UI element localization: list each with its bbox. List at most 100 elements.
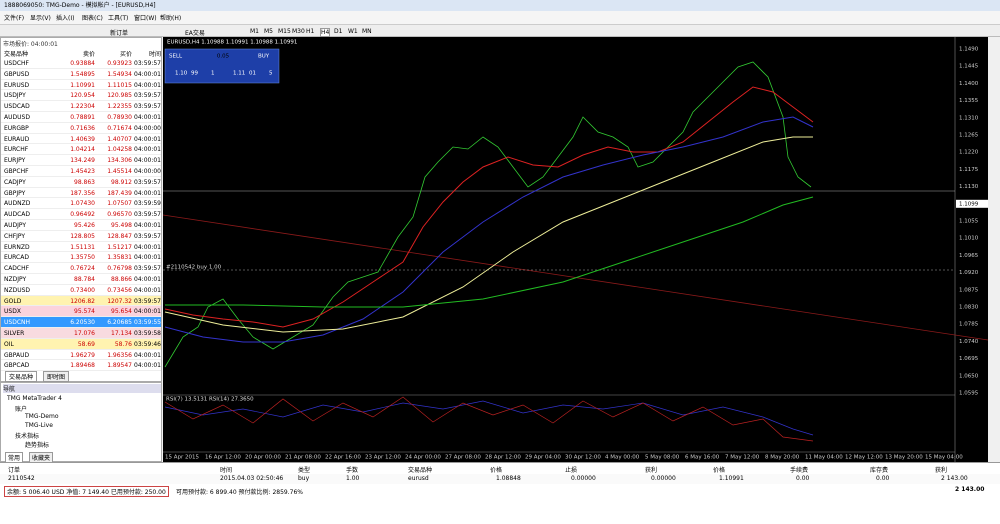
quote-row[interactable]: USDCHF 0.93884 0.93923 03:59:57 [1, 58, 161, 69]
timeframe-button[interactable]: M5 [264, 28, 273, 35]
quote-row[interactable]: NZDJPY 88.784 88.866 04:00:01 [1, 274, 161, 285]
quote-cell: 58.69 [77, 340, 95, 348]
timeframe-button[interactable]: M15 [278, 28, 291, 35]
quote-cell: 04:00:01 [134, 135, 161, 143]
quote-cell: 1.10991 [70, 81, 95, 89]
quote-row[interactable]: GBPJPY 187.356 187.439 04:00:01 [1, 187, 161, 199]
quote-cell: USDJPY [4, 92, 26, 100]
quote-cell: USDCAD [4, 103, 30, 111]
quote-cell: 1206.82 [70, 297, 95, 305]
quote-row[interactable]: AUDUSD 0.78891 0.78930 04:00:01 [1, 112, 161, 123]
quote-row[interactable]: SILVER 17.076 17.134 03:59:58 [1, 328, 161, 339]
menu-item[interactable]: 工具(T) [108, 15, 129, 22]
quote-row[interactable]: GBPCAD 1.89468 1.89547 04:00:01 [1, 360, 161, 372]
time-label: 16 Apr 12:00 [205, 455, 241, 461]
sell-price: 1.10 [175, 71, 188, 77]
timeframe-button[interactable]: D1 [334, 28, 343, 35]
quote-row[interactable]: EURJPY 134.249 134.306 04:00:01 [1, 155, 161, 166]
timeframe-button[interactable]: W1 [348, 28, 358, 35]
panel-tab[interactable]: 即时图 [43, 371, 70, 382]
menu-item[interactable]: 显示(V) [30, 15, 51, 22]
quote-row[interactable]: GBPUSD 1.54895 1.54934 04:00:01 [1, 68, 161, 80]
time-label: 21 Apr 08:00 [285, 455, 321, 461]
quote-row[interactable]: USDCNH 6.20530 6.20685 03:59:55 [1, 317, 161, 328]
quote-row[interactable]: CADCHF 0.76724 0.76798 03:59:57 [1, 263, 161, 274]
expert-button[interactable]: EA交易 [185, 30, 205, 37]
quote-row[interactable]: GOLD 1206.82 1207.32 03:59:57 [1, 295, 161, 307]
quote-cell: 1.22355 [107, 103, 132, 111]
column-header: 止损 [565, 467, 578, 474]
timeframe-button[interactable]: H1 [306, 28, 315, 35]
menu-item[interactable]: 文件(F) [4, 15, 25, 22]
buy-button[interactable]: BUY [258, 54, 270, 60]
quote-cell: 04:00:01 [134, 157, 161, 165]
time-label: 7 May 12:00 [725, 455, 760, 461]
sell-button[interactable]: SELL [169, 54, 183, 60]
quote-row[interactable]: CHFJPY 128.805 128.847 03:59:57 [1, 230, 161, 242]
quote-row[interactable]: USDJPY 120.954 120.985 03:59:57 [1, 90, 161, 102]
tree-item[interactable]: 账户 [15, 406, 28, 413]
price-label: 1.1099 [959, 201, 979, 207]
panel-tab[interactable]: 交易品种 [5, 371, 38, 382]
quote-row[interactable]: EURUSD 1.10991 1.11015 04:00:01 [1, 79, 161, 91]
column-header: 卖价 [82, 51, 95, 58]
tree-item[interactable]: TMG-Demo [25, 413, 59, 420]
new-order-button[interactable]: 新订单 [110, 30, 129, 37]
order-cell: 2110542 [8, 475, 35, 482]
quote-cell: NZDUSD [4, 286, 31, 294]
time-label: 15 May 04:00 [925, 455, 963, 461]
quote-row[interactable]: NZDUSD 0.73400 0.73456 04:00:01 [1, 284, 161, 296]
order-cell: 2 143.00 [941, 475, 968, 482]
quote-row[interactable]: EURAUD 1.40639 1.40707 04:00:01 [1, 133, 161, 145]
quote-cell: 17.076 [74, 330, 95, 337]
quote-row[interactable]: AUDCAD 0.96492 0.96570 03:59:57 [1, 209, 161, 220]
quote-cell: 1.45423 [70, 168, 95, 175]
quote-cell: 128.805 [70, 232, 95, 240]
quote-cell: 6.20685 [107, 319, 132, 327]
quote-row[interactable]: EURCHF 1.04214 1.04258 04:00:01 [1, 144, 161, 156]
quote-cell: 03:59:57 [134, 92, 161, 100]
quote-cell: EURNZD [4, 243, 30, 251]
quote-cell: 04:00:01 [134, 81, 161, 89]
price-label: 1.1445 [959, 64, 979, 70]
time-label: 30 Apr 12:00 [565, 455, 601, 461]
menu-item[interactable]: 窗口(W) [134, 15, 157, 22]
order-cell: 0.00000 [571, 475, 596, 482]
quote-row[interactable]: GBPCHF 1.45423 1.45514 04:00:00 [1, 166, 161, 177]
quote-cell: 1.45514 [107, 168, 132, 175]
tree-item[interactable]: 技术指标 [15, 433, 40, 440]
quote-cell: GBPCHF [4, 168, 29, 175]
tree-item[interactable]: TMG-Live [25, 422, 53, 429]
menu-item[interactable]: 插入(I) [56, 15, 75, 22]
timeframe-button[interactable]: M30 [292, 28, 305, 35]
tree-item[interactable]: 趋势指标 [25, 442, 50, 449]
quote-row[interactable]: USDX 95.574 95.654 04:00:01 [1, 306, 161, 318]
menu-item[interactable]: 帮助(H) [160, 15, 182, 22]
quote-row[interactable]: AUDNZD 1.07430 1.07507 03:59:59 [1, 198, 161, 210]
quote-cell: 03:59:46 [134, 340, 161, 348]
quote-row[interactable]: USDCAD 1.22304 1.22355 03:59:57 [1, 101, 161, 112]
quote-row[interactable]: CADJPY 98.863 98.912 03:59:57 [1, 176, 161, 188]
quote-row[interactable]: EURGBP 0.71636 0.71674 04:00:00 [1, 122, 161, 134]
menu-item[interactable]: 图表(C) [82, 15, 103, 22]
rsi-label: RSI(7) 13.5131 RSI(14) 27.3650 [166, 397, 254, 403]
order-cell: buy [298, 475, 310, 482]
column-header: 手数 [346, 467, 359, 474]
timeframe-button[interactable]: H4 [320, 28, 331, 37]
quote-row[interactable]: EURCAD 1.35750 1.35831 04:00:01 [1, 252, 161, 264]
time-label: 20 Apr 00:00 [245, 455, 281, 461]
order-row[interactable]: 2110542 2015.04.03 02:50:46 buy 1.00 eurusd 1… [0, 474, 1000, 484]
terminal: 订单 时间 类型 手数 交易品种 价格 止损 获利 价格 手续费 库存费 获利 2110542 2015.… [0, 462, 1000, 524]
quote-cell: 95.426 [74, 222, 95, 229]
order-cell: 1.00 [346, 475, 360, 482]
order-cell: 1.10991 [719, 475, 744, 482]
quote-cell: AUDCAD [4, 211, 31, 219]
time-label: 13 May 20:00 [885, 455, 923, 461]
quote-row[interactable]: OIL 58.69 58.76 03:59:46 [1, 338, 161, 350]
timeframe-button[interactable]: M1 [250, 28, 259, 35]
tree-item[interactable]: TMG MetaTrader 4 [7, 395, 62, 402]
quote-row[interactable]: EURNZD 1.51131 1.51217 04:00:01 [1, 241, 161, 253]
quote-row[interactable]: GBPAUD 1.96279 1.96356 04:00:01 [1, 349, 161, 361]
quote-row[interactable]: AUDJPY 95.426 95.498 04:00:01 [1, 220, 161, 231]
timeframe-button[interactable]: MN [362, 28, 372, 35]
